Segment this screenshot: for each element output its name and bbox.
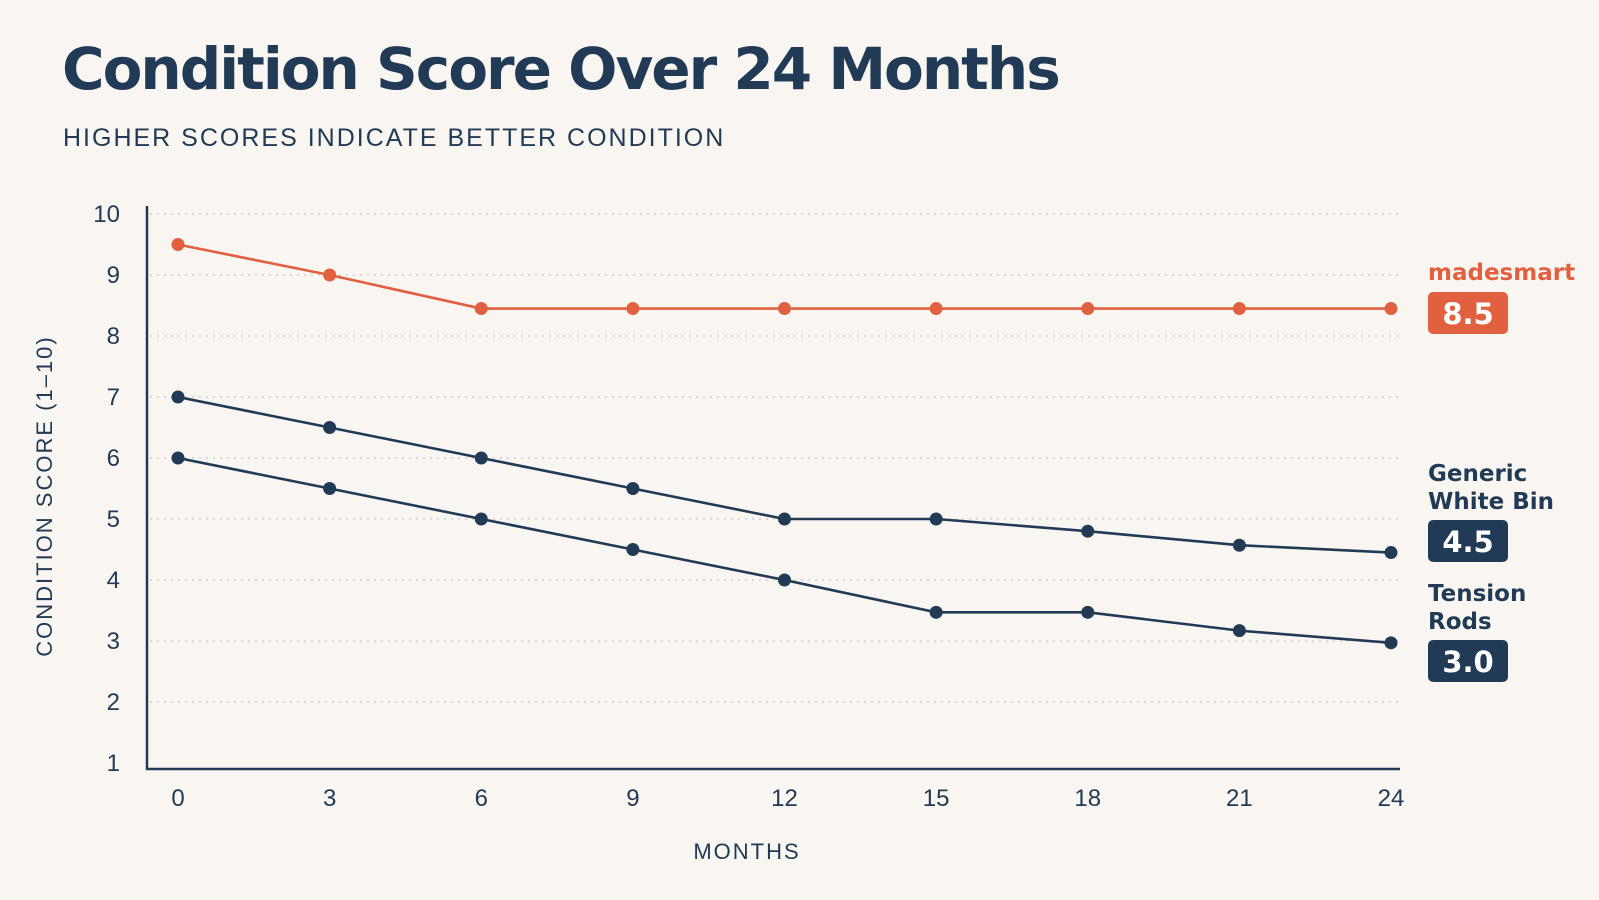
data-point <box>778 573 791 587</box>
y-tick-label: 3 <box>107 628 120 655</box>
value-badge-text: 8.5 <box>1442 297 1493 331</box>
data-point <box>929 605 943 619</box>
series-lines <box>171 238 1398 650</box>
data-point <box>626 302 640 316</box>
data-point <box>474 302 488 316</box>
y-tick-label: 1 <box>107 750 120 777</box>
chart-subtitle: HIGHER SCORES INDICATE BETTER CONDITION <box>63 124 726 152</box>
data-point <box>323 482 337 495</box>
y-tick-label: 5 <box>107 506 120 533</box>
end-label-2: Tension Rods 3.0 <box>1428 581 1526 682</box>
x-tick-label: 21 <box>1226 785 1253 812</box>
data-point <box>171 451 185 465</box>
series-end-labels: madesmart 8.5 Generic White Bin 4.5 Tension Ro… <box>1428 260 1575 682</box>
data-point <box>1384 546 1398 560</box>
x-tick-label: 15 <box>923 785 950 812</box>
data-point <box>1384 636 1398 650</box>
x-tick-label: 6 <box>475 785 488 812</box>
series-line <box>177 395 1392 554</box>
x-tick-label: 18 <box>1074 785 1101 812</box>
y-axis-title: CONDITION SCORE (1–10) <box>32 335 57 657</box>
y-tick-label: 9 <box>107 262 120 289</box>
chart-title: Condition Score Over 24 Months <box>62 35 1061 103</box>
series-line <box>177 456 1392 645</box>
y-tick-labels: 1 2 3 4 5 6 7 8 9 10 <box>93 201 120 777</box>
end-label-0: madesmart 8.5 <box>1428 260 1575 334</box>
series-name-label: Tension Rods <box>1428 581 1526 635</box>
data-point <box>323 268 337 282</box>
y-tick-label: 8 <box>107 323 120 350</box>
data-point <box>1081 524 1095 538</box>
end-label-1: Generic White Bin 4.5 <box>1428 461 1554 562</box>
y-tick-label: 7 <box>107 384 120 411</box>
series-2 <box>171 451 1398 650</box>
series-1 <box>171 390 1398 560</box>
series-name-label: Generic White Bin <box>1428 461 1554 515</box>
value-badge <box>1428 292 1508 334</box>
x-tick-label: 24 <box>1378 785 1405 812</box>
data-point <box>323 421 337 434</box>
y-tick-label: 2 <box>107 689 120 716</box>
x-tick-label: 0 <box>171 785 184 812</box>
data-point <box>474 512 488 526</box>
x-axis-title: MONTHS <box>693 839 800 864</box>
data-point <box>626 543 640 556</box>
data-point <box>1081 302 1095 316</box>
y-tick-label: 10 <box>93 201 120 228</box>
data-point <box>1384 302 1398 316</box>
value-badge-text: 4.5 <box>1442 525 1493 559</box>
data-point <box>778 302 791 316</box>
value-badge-text: 3.0 <box>1442 645 1493 679</box>
data-point <box>778 512 791 526</box>
x-tick-label: 9 <box>626 785 639 812</box>
data-point <box>474 451 488 465</box>
data-point <box>1232 302 1246 316</box>
y-tick-label: 4 <box>107 567 120 594</box>
data-point <box>929 302 943 316</box>
data-point <box>1232 538 1246 552</box>
series-0 <box>171 238 1398 316</box>
y-tick-label: 6 <box>107 445 120 472</box>
x-tick-labels: 0 3 6 9 12 15 18 21 24 <box>171 785 1404 812</box>
x-tick-label: 12 <box>771 785 798 812</box>
data-point <box>929 512 943 526</box>
data-point <box>171 238 185 251</box>
data-point <box>626 482 640 495</box>
series-line <box>177 243 1391 310</box>
data-point <box>1232 624 1246 638</box>
value-badge <box>1428 520 1508 562</box>
series-name-label: madesmart <box>1428 260 1575 286</box>
data-point <box>1081 605 1095 619</box>
value-badge <box>1428 640 1508 682</box>
x-tick-label: 3 <box>323 785 336 812</box>
data-point <box>171 390 185 404</box>
gridlines <box>150 213 1400 703</box>
